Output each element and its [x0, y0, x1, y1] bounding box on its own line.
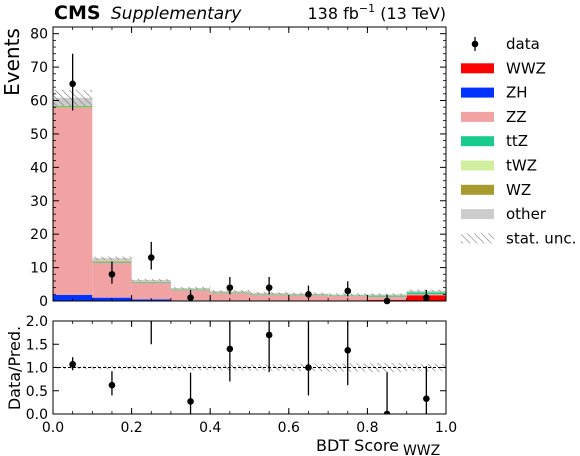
ratio-point [423, 395, 430, 402]
ratio-point [69, 360, 76, 368]
legend-entry-zh: ZH [461, 84, 528, 102]
ratio-unc-bin [367, 362, 407, 373]
legend-swatch [461, 111, 494, 122]
legend-entry-twz: tWZ [461, 157, 537, 175]
data-point [305, 291, 312, 298]
bar-ttz [131, 281, 171, 283]
legend-label: stat. unc. [506, 229, 576, 247]
stat-unc-bin [170, 286, 211, 290]
ratio-point [226, 345, 234, 353]
y-tick-label: 20 [30, 227, 48, 243]
legend-entry-other: other [461, 205, 547, 223]
data-point [265, 284, 273, 291]
ratio-point [108, 381, 116, 389]
legend-entry-stat-unc: stat. unc. [461, 229, 576, 247]
bar-zh [53, 294, 93, 301]
bar-zz [210, 292, 250, 301]
legend-label: ttZ [506, 132, 528, 150]
x-tick-label: 0.2 [120, 420, 142, 436]
ratio-panel: 0.0 0.5 1.0 1.5 2.0 0.0 0.2 0.4 0.6 0.8 1.0 [26, 313, 457, 436]
ratio-unc-bin [131, 365, 171, 370]
legend-entry-wz: WZ [461, 181, 531, 199]
legend-swatch [461, 136, 494, 147]
bar-zz [249, 294, 289, 301]
ratio-point [187, 398, 194, 405]
legend-label: ZH [506, 84, 528, 102]
ratio-y-tick-label: 0.0 [26, 407, 48, 423]
ratio-point [265, 331, 273, 339]
data-point [108, 270, 116, 278]
data-points [69, 53, 430, 305]
ratio-plot-area [53, 313, 446, 414]
y-tick-label: 80 [30, 27, 48, 43]
x-axis-label: BDT Score WWZ [316, 436, 440, 456]
bar-ttz [249, 294, 289, 295]
legend-label: tWZ [506, 157, 537, 175]
x-tick-label: 0.0 [42, 420, 64, 436]
y-tick-label: 60 [30, 94, 48, 110]
stat-unc-bin [367, 293, 407, 296]
y-tick-label: 50 [30, 127, 48, 143]
ratio-y-tick-label: 1.0 [26, 361, 48, 377]
legend-swatch [461, 184, 494, 195]
legend-entry-data: data [471, 35, 540, 53]
legend-swatch [461, 87, 494, 98]
y-tick-label: 0 [39, 294, 48, 310]
data-point [147, 254, 155, 261]
ratio-y-tick-label: 1.5 [26, 337, 48, 353]
legend-label: WZ [506, 181, 531, 199]
legend-swatch [461, 160, 494, 171]
legend-entry-wwz: WWZ [461, 59, 546, 77]
x-tick-label: 0.4 [199, 420, 221, 436]
legend-entry-ttz: ttZ [461, 132, 528, 150]
bar-wz [92, 260, 132, 262]
bar-zz [53, 107, 93, 295]
cms-label: CMS [54, 2, 101, 24]
legend-swatch-hatch [461, 233, 494, 244]
ratio-unc-bin [92, 365, 132, 370]
y-tick-label: 30 [30, 194, 48, 210]
legend-entry-zz: ZZ [461, 108, 527, 126]
legend-label: WWZ [506, 59, 546, 77]
y-axis-label-events: Events [0, 28, 24, 96]
x-tick-label: 0.6 [278, 420, 300, 436]
data-point [423, 294, 430, 301]
legend: data WWZ ZH ZZ ttZ tWZ WZ other stat. unc. [461, 35, 576, 247]
lumi-label: 138 fb−1 (13 TeV) [308, 2, 447, 23]
data-point [226, 284, 234, 291]
bar-zz [131, 282, 171, 300]
legend-swatch [461, 63, 494, 74]
legend-label: ZZ [506, 108, 527, 126]
y-tick-label: 40 [30, 160, 48, 176]
data-point [69, 80, 76, 88]
ratio-y-tick-label: 2.0 [26, 314, 48, 330]
legend-swatch [461, 209, 494, 220]
y-axis-label-ratio: Data/Pred. [5, 326, 24, 410]
x-tick-label: 1.0 [435, 420, 457, 436]
legend-label: other [506, 205, 547, 223]
y-tick-label: 10 [30, 261, 48, 277]
ratio-y-tick-label: 0.5 [26, 384, 48, 400]
main-panel: 0 10 20 30 40 50 60 70 80 [30, 26, 447, 310]
ratio-point [344, 346, 352, 354]
ratio-point [148, 313, 155, 320]
stat-unc-bin [92, 256, 132, 260]
legend-label-data: data [506, 35, 540, 53]
supplementary-label: Supplementary [111, 4, 242, 24]
ratio-points [69, 313, 430, 414]
stat-unc-bin [131, 278, 171, 282]
y-tick-label: 70 [30, 60, 48, 76]
legend-data-marker [471, 40, 479, 48]
ratio-point [305, 364, 312, 371]
data-point [344, 287, 352, 295]
data-point [187, 294, 194, 301]
x-tick-label: 0.8 [356, 420, 378, 436]
